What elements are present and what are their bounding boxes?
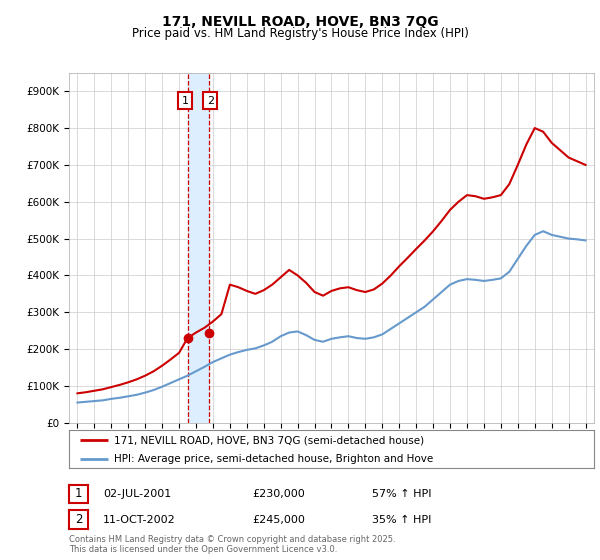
Text: 02-JUL-2001: 02-JUL-2001 xyxy=(103,489,172,499)
Text: 35% ↑ HPI: 35% ↑ HPI xyxy=(372,515,431,525)
Text: 1: 1 xyxy=(75,487,82,501)
Text: HPI: Average price, semi-detached house, Brighton and Hove: HPI: Average price, semi-detached house,… xyxy=(113,454,433,464)
Text: 171, NEVILL ROAD, HOVE, BN3 7QG: 171, NEVILL ROAD, HOVE, BN3 7QG xyxy=(161,15,439,29)
Bar xyxy=(188,73,209,423)
Text: £245,000: £245,000 xyxy=(252,515,305,525)
Text: 171, NEVILL ROAD, HOVE, BN3 7QG (semi-detached house): 171, NEVILL ROAD, HOVE, BN3 7QG (semi-de… xyxy=(113,435,424,445)
Text: Price paid vs. HM Land Registry's House Price Index (HPI): Price paid vs. HM Land Registry's House … xyxy=(131,26,469,40)
Text: Contains HM Land Registry data © Crown copyright and database right 2025.
This d: Contains HM Land Registry data © Crown c… xyxy=(69,535,395,554)
Text: 2: 2 xyxy=(206,96,214,106)
Text: 57% ↑ HPI: 57% ↑ HPI xyxy=(372,489,431,499)
Text: 2: 2 xyxy=(75,513,82,526)
Text: 11-OCT-2002: 11-OCT-2002 xyxy=(103,515,176,525)
Text: 1: 1 xyxy=(182,96,188,106)
Text: £230,000: £230,000 xyxy=(252,489,305,499)
